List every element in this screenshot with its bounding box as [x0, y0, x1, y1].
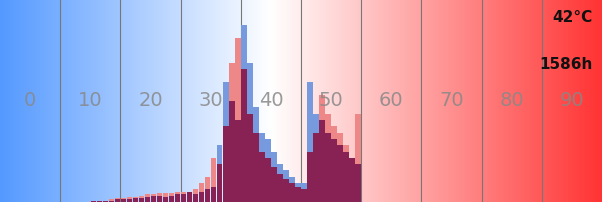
Bar — [265, 158, 271, 202]
Text: 0: 0 — [24, 92, 36, 110]
Bar — [301, 189, 307, 202]
Bar — [343, 152, 349, 202]
Bar — [199, 192, 205, 202]
Text: 10: 10 — [78, 92, 102, 110]
Bar — [319, 95, 325, 120]
Bar — [253, 133, 259, 202]
Bar — [283, 170, 289, 179]
Bar — [108, 200, 114, 201]
Bar — [307, 82, 313, 152]
Bar — [355, 114, 361, 164]
Bar — [138, 196, 144, 198]
Text: 40: 40 — [259, 92, 283, 110]
Bar — [138, 198, 144, 202]
Bar — [205, 177, 211, 189]
Bar — [235, 120, 241, 202]
Bar — [331, 139, 337, 202]
Bar — [325, 133, 331, 202]
Bar — [157, 193, 163, 196]
Bar — [277, 164, 283, 174]
Bar — [108, 201, 114, 202]
Bar — [289, 177, 295, 183]
Bar — [175, 194, 181, 202]
Bar — [229, 63, 235, 101]
Bar — [193, 189, 199, 194]
Bar — [120, 200, 126, 202]
Bar — [313, 133, 319, 202]
Bar — [289, 183, 295, 202]
Bar — [265, 139, 271, 158]
Bar — [181, 192, 187, 194]
Bar — [337, 145, 343, 202]
Bar — [313, 114, 319, 133]
Bar — [229, 101, 235, 202]
Bar — [307, 152, 313, 202]
Bar — [325, 114, 331, 133]
Bar — [90, 201, 96, 202]
Bar — [235, 38, 241, 120]
Bar — [271, 167, 277, 202]
Bar — [241, 69, 247, 202]
Text: 90: 90 — [560, 92, 584, 110]
Bar — [253, 107, 259, 133]
Bar — [223, 82, 229, 126]
Bar — [295, 187, 301, 202]
Bar — [295, 183, 301, 187]
Bar — [150, 194, 157, 196]
Bar — [337, 133, 343, 145]
Text: 50: 50 — [318, 92, 344, 110]
Bar — [169, 193, 175, 196]
Bar — [163, 197, 169, 202]
Bar — [259, 152, 265, 202]
Bar — [331, 126, 337, 139]
Text: 80: 80 — [500, 92, 524, 110]
Bar — [211, 158, 217, 187]
Bar — [301, 183, 307, 189]
Bar — [211, 187, 217, 202]
Bar — [126, 197, 132, 200]
Text: 70: 70 — [439, 92, 464, 110]
Bar — [175, 192, 181, 194]
Text: 60: 60 — [379, 92, 403, 110]
Bar — [114, 200, 120, 202]
Bar — [283, 179, 289, 202]
Bar — [247, 114, 253, 202]
Bar — [247, 63, 253, 114]
Bar — [343, 145, 349, 152]
Bar — [193, 194, 199, 202]
Bar — [319, 120, 325, 202]
Bar — [271, 152, 277, 167]
Text: 42°C: 42°C — [553, 10, 593, 25]
Bar — [144, 194, 150, 197]
Bar — [199, 183, 205, 192]
Bar — [355, 164, 361, 202]
Bar — [277, 174, 283, 202]
Bar — [169, 196, 175, 202]
Bar — [217, 145, 223, 164]
Bar — [144, 197, 150, 202]
Bar — [157, 196, 163, 202]
Bar — [259, 133, 265, 152]
Bar — [205, 189, 211, 202]
Bar — [132, 197, 138, 198]
Bar — [349, 158, 355, 202]
Bar — [163, 193, 169, 197]
Bar — [223, 126, 229, 202]
Bar — [132, 198, 138, 202]
Bar — [241, 25, 247, 69]
Bar — [181, 194, 187, 202]
Text: 30: 30 — [199, 92, 223, 110]
Bar — [96, 201, 102, 202]
Bar — [102, 201, 108, 202]
Text: 20: 20 — [138, 92, 163, 110]
Bar — [120, 198, 126, 200]
Bar — [187, 192, 193, 202]
Bar — [217, 164, 223, 202]
Bar — [114, 198, 120, 200]
Bar — [150, 196, 157, 202]
Bar — [126, 200, 132, 202]
Text: 1586h: 1586h — [539, 57, 593, 72]
